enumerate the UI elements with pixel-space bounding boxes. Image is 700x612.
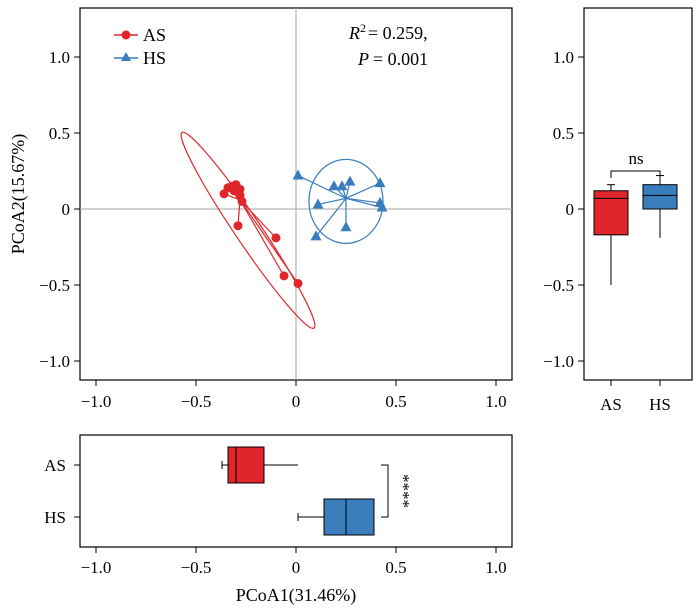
ns-label: ns	[628, 149, 643, 168]
legend-as-label: AS	[143, 25, 166, 45]
x-tick-label: −0.5	[181, 392, 212, 411]
significance-bracket: ****	[381, 464, 413, 518]
bottom-x-tick-label: −0.5	[181, 558, 212, 577]
centroid-spokes	[223, 175, 383, 284]
legend-hs-label: HS	[143, 48, 166, 68]
y-axis-label: PCoA2(15.67%)	[8, 134, 29, 255]
hs-point	[340, 221, 352, 232]
legend: AS HS	[114, 25, 166, 68]
bottom-box-frame	[79, 434, 513, 548]
hs-box	[323, 498, 375, 536]
right-y-tick-label: −1.0	[543, 352, 574, 371]
hs-point	[336, 180, 348, 191]
right-y-tick-label: −0.5	[543, 276, 574, 295]
hs-category-label: HS	[649, 395, 671, 414]
as-box	[593, 190, 629, 236]
as-point	[271, 233, 281, 243]
y-tick-label: −0.5	[39, 276, 70, 295]
x-axis-label: PCoA1(31.46%)	[236, 585, 357, 606]
as-box	[227, 446, 265, 484]
hs-spoke	[297, 175, 347, 199]
ns-bracket: ns	[610, 149, 661, 178]
hs-point	[328, 180, 340, 191]
hs-spoke	[315, 197, 347, 237]
r-squared-superscript: 2	[360, 21, 366, 35]
pcoa-scatter-panel: −1.0 −0.5 0 0.5 1.0 −1.0 −0.5 0 0.5 1.0 AS HS R2…	[8, 7, 513, 411]
scatter-y-ticks: −1.0 −0.5 0 0.5 1.0	[39, 48, 80, 371]
as-point	[293, 278, 303, 288]
pcoa1-boxplot-panel: AS HS −1.0 −0.5 0 0.5 1.0 **** PCoA1(31.46%)	[44, 434, 513, 606]
r-squared-value: = 0.259,	[368, 23, 428, 43]
hs-spoke	[345, 182, 381, 199]
legend-as-marker	[121, 30, 131, 40]
hs-point	[376, 201, 388, 212]
hs-point	[344, 175, 356, 186]
ns-bracket-line	[610, 170, 661, 178]
confidence-ellipses	[180, 131, 384, 329]
as-spoke	[239, 199, 285, 277]
right-category-labels: AS HS	[600, 380, 671, 414]
r-squared-symbol: R	[348, 23, 360, 43]
as-point	[233, 221, 243, 231]
bottom-x-tick-label: 0	[292, 558, 301, 577]
x-tick-label: 0	[292, 392, 301, 411]
right-boxes	[593, 175, 678, 285]
y-tick-label: −1.0	[39, 352, 70, 371]
p-value-annotation: P = 0.001	[357, 49, 428, 69]
r-squared-annotation: R2 = 0.259,	[348, 21, 428, 43]
right-y-tick-label: 0.5	[553, 124, 574, 143]
right-y-tick-label: 0	[566, 200, 575, 219]
as-spoke	[239, 199, 277, 239]
hs-spoke	[317, 197, 347, 206]
hs-category-label: HS	[44, 508, 66, 527]
hs-box	[642, 184, 678, 210]
hs-point	[374, 177, 386, 188]
y-tick-label: 0.5	[49, 124, 70, 143]
hs-spoke	[345, 197, 381, 204]
scatter-x-ticks: −1.0 −0.5 0 0.5 1.0	[81, 380, 507, 411]
hs-ellipse	[308, 158, 384, 244]
as-category-label: AS	[600, 395, 622, 414]
x-tick-label: 0.5	[385, 392, 406, 411]
x-tick-label: −1.0	[81, 392, 112, 411]
hs-point	[310, 230, 322, 241]
as-category-label: AS	[44, 456, 66, 475]
zero-lines	[80, 8, 512, 380]
p-value: = 0.001	[373, 49, 428, 69]
as-point	[237, 196, 247, 206]
as-point	[279, 271, 289, 281]
pcoa2-boxplot-panel: −1.0 −0.5 0 0.5 1.0 AS HS ns	[543, 7, 693, 414]
y-tick-label: 1.0	[49, 48, 70, 67]
y-tick-label: 0	[62, 200, 71, 219]
scatter-points	[219, 169, 388, 288]
x-tick-label: 1.0	[485, 392, 506, 411]
legend-hs-marker	[121, 52, 131, 61]
bottom-x-ticks: −1.0 −0.5 0 0.5 1.0	[81, 547, 507, 577]
p-symbol: P	[357, 49, 369, 69]
as-spoke	[239, 199, 299, 284]
significance-bracket-line	[381, 464, 389, 518]
bottom-x-tick-label: 1.0	[485, 558, 506, 577]
bottom-x-tick-label: −1.0	[81, 558, 112, 577]
significance-stars: ****	[394, 474, 413, 508]
right-y-ticks: −1.0 −0.5 0 0.5 1.0	[543, 48, 584, 371]
bottom-boxes	[221, 446, 375, 536]
hs-point	[292, 169, 304, 180]
hs-point	[312, 198, 324, 209]
right-y-tick-label: 1.0	[553, 48, 574, 67]
right-box-frame	[583, 7, 693, 381]
as-ellipse	[180, 131, 316, 329]
bottom-x-tick-label: 0.5	[385, 558, 406, 577]
bottom-category-labels: AS HS	[44, 456, 80, 527]
